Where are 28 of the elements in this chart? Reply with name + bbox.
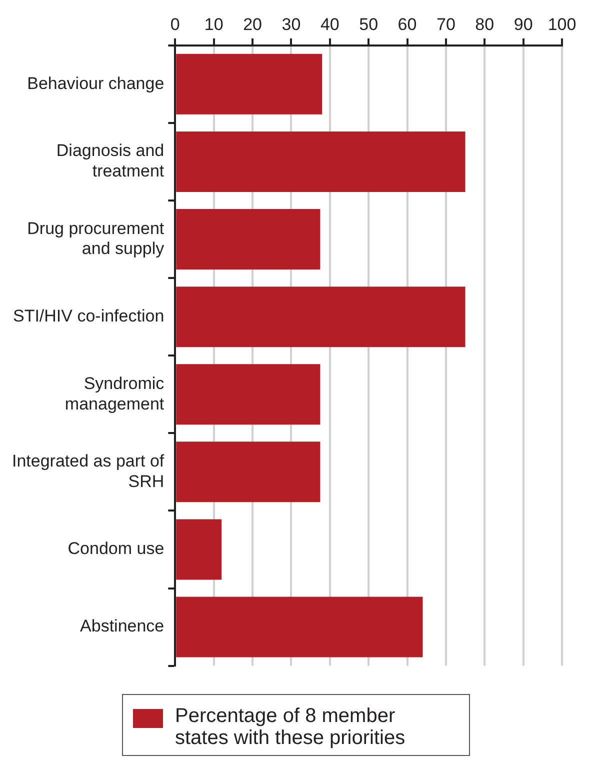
x-tick-label: 0 [170,14,180,34]
y-tick-label: STI/HIV co-infection [12,306,164,326]
bar [176,364,320,425]
x-tick-label: 10 [204,14,224,34]
y-tick-label: Behaviour change [27,74,164,93]
x-tick-label: 50 [359,14,378,34]
bar [176,54,322,114]
bar [176,519,222,580]
y-tick-label: Drug procurement and supply [27,218,165,258]
x-tick-label: 60 [398,14,417,34]
x-tick-label: 40 [320,14,340,34]
y-tick-label: Abstinence [80,616,164,636]
legend-label: Percentage of 8 member states with these priorities [175,705,406,749]
x-tick-label: 20 [243,14,262,34]
bar [176,286,466,348]
bar [176,442,320,502]
x-tick-label: 70 [436,14,456,34]
x-tick-label: 100 [548,14,576,34]
x-tick-label: 30 [282,14,301,34]
y-tick-label: Condom use [68,539,164,558]
x-tick-label: 90 [514,14,533,34]
x-tick-label: 80 [475,14,494,34]
bar [176,596,423,658]
bar [176,209,320,270]
y-tick-label: Syndromic management [64,374,165,414]
y-tick-label: Integrated as part of SRH [12,451,164,491]
y-tick-label: Diagnosis and treatment [56,141,164,181]
bar [176,131,466,192]
